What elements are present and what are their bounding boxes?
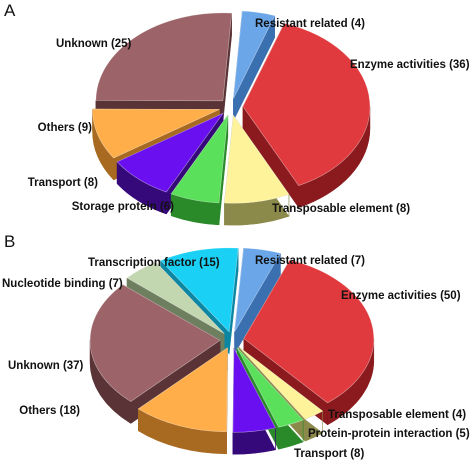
pie-tops: [92, 10, 371, 204]
label-unknown: Unknown (37): [8, 360, 84, 372]
panel-letter-a: A: [4, 1, 16, 20]
label-enzyme-activities: Enzyme activities (50): [341, 290, 461, 302]
label-transposable-element: Transposable element (8): [272, 203, 410, 215]
panel-letter-b: B: [4, 232, 15, 251]
pie-labels: Resistant related (7) Enzyme activities (…: [2, 255, 470, 460]
pie-slice-unknown: [89, 284, 221, 402]
label-transcription-factor: Transcription factor (15): [88, 257, 220, 269]
label-nucleotide-binding: Nucleotide binding (7): [2, 278, 123, 290]
pie-chart-b: Resistant related (7) Enzyme activities (…: [2, 247, 470, 460]
label-resistant-related: Resistant related (4): [255, 18, 365, 30]
pie-slice-nucleotide-binding: [126, 261, 225, 334]
pie-tops: [89, 247, 375, 433]
pie-slice-storage-protein: [170, 114, 229, 204]
label-enzyme-activities: Enzyme activities (36): [350, 59, 470, 71]
label-transposable-element: Transposable element (4): [328, 409, 466, 421]
pie-slice-others: [137, 347, 228, 433]
label-others: Others (18): [19, 405, 80, 417]
label-transport: Transport (8): [294, 448, 364, 460]
label-resistant-related: Resistant related (7): [255, 255, 365, 267]
pie-slice-unknown: [95, 12, 233, 102]
pie-slice-enzyme-activities: [243, 259, 375, 404]
label-transport: Transport (8): [28, 177, 98, 189]
label-storage-protein: Storage protein (6): [72, 201, 174, 213]
pie-slice-resistant-related: [233, 10, 276, 99]
pie-chart-a: Resistant related (4) Enzyme activities (…: [28, 10, 470, 226]
pie-slice-transcription-factor: [160, 247, 239, 333]
label-others: Others (9): [38, 122, 92, 134]
pie-slice-transport: [232, 348, 276, 433]
pie-slice-transposable-element: [224, 114, 290, 204]
pie-labels: Resistant related (4) Enzyme activities (…: [28, 18, 470, 215]
pie-slice-protein-protein-interaction: [236, 347, 304, 428]
pie-slice-transport: [116, 112, 224, 193]
pie-slice-transposable-element: [238, 346, 324, 420]
pie-slice-others: [92, 108, 220, 159]
label-protein-protein-interaction: Protein-protein interaction (5): [308, 428, 470, 440]
pie-slice-resistant-related: [234, 247, 281, 332]
pie-slice-enzyme-activities: [242, 22, 371, 186]
label-unknown: Unknown (25): [56, 38, 132, 50]
